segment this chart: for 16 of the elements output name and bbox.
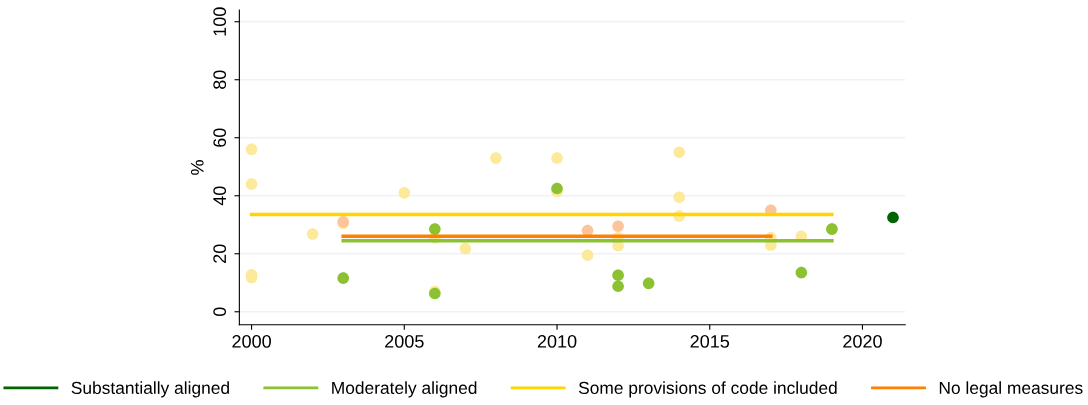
legend-label: No legal measures [939,381,1083,398]
legend-label: Substantially aligned [71,381,229,398]
x-tick-label: 2015 [690,335,730,348]
y-tick-label: 80 [213,70,227,89]
x-tick-label: 2000 [232,335,271,348]
y-tick-label: 100 [213,7,227,36]
legend-label: Moderately aligned [332,381,477,398]
x-tick-label: 2010 [537,335,577,348]
y-tick-label: 60 [213,128,227,147]
legend-label: Some provisions of code included [578,381,837,398]
x-tick-label: 2005 [385,335,424,348]
y-tick-label: 20 [213,244,227,263]
y-axis-title: % [190,160,204,175]
x-tick-label: 2020 [843,335,882,348]
y-tick-label: 40 [213,186,227,206]
y-tick-label: 0 [213,307,227,317]
